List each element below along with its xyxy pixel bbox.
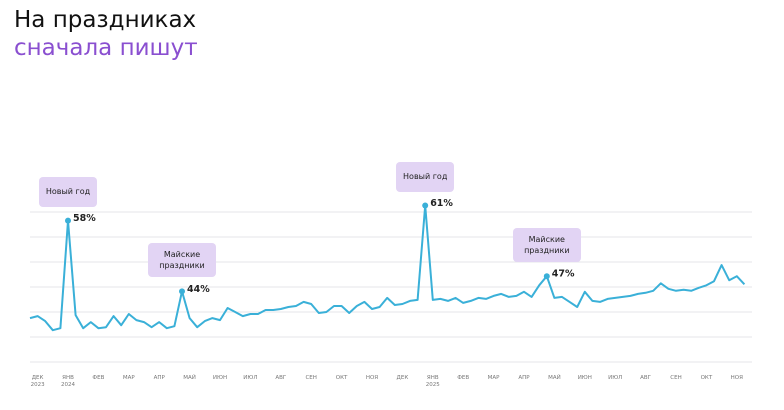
- x-tick-label: АВГ: [640, 375, 652, 381]
- x-tick-label: ИЮН: [212, 375, 228, 381]
- title: На праздниках: [14, 7, 197, 33]
- x-tick-label: НОЯ: [730, 375, 743, 381]
- x-tick-label: ФЕВ: [92, 375, 105, 381]
- x-tick-label: МАЙ: [548, 375, 561, 381]
- x-tick-label: ЯНВ 2024: [61, 375, 75, 388]
- x-tick-label: АПР: [153, 375, 165, 381]
- point: [422, 202, 429, 209]
- x-tick-label: МАР: [487, 375, 500, 381]
- subtitle: сначала пишут: [14, 35, 198, 61]
- value-label: 44%: [187, 284, 210, 295]
- x-tick-label: ИЮЛ: [608, 375, 623, 381]
- annotation: Майские праздники: [512, 228, 581, 263]
- x-tick-label: АПР: [518, 375, 530, 381]
- x-tick-label: ИЮЛ: [243, 375, 258, 381]
- x-tick-label: ФЕВ: [457, 375, 470, 381]
- x-tick-label: СЕН: [305, 375, 317, 381]
- annotation: Новый год: [396, 161, 455, 192]
- point: [543, 273, 550, 280]
- value-label: 47%: [552, 269, 575, 280]
- x-tick-label: ДЕК 2023: [30, 375, 45, 388]
- x-tick-label: МАР: [122, 375, 135, 381]
- grid: [30, 211, 752, 363]
- point: [65, 217, 71, 224]
- x-tick-label: ИЮН: [577, 375, 592, 381]
- line: [29, 204, 746, 332]
- x-tick-label: АВГ: [275, 375, 287, 381]
- x-tick-label: ЯНВ 2025: [425, 375, 440, 388]
- x-tick-label: ОКТ: [335, 375, 348, 381]
- x-tick-label: СЕН: [670, 375, 682, 381]
- value-label: 61%: [430, 198, 453, 209]
- x-tick-label: ОКТ: [700, 375, 713, 381]
- x-tick-label: ДЕК: [396, 375, 409, 381]
- annotation: Майские праздники: [148, 243, 216, 278]
- x-tick-label: МАЙ: [183, 375, 196, 381]
- annotation: Новый год: [39, 176, 97, 207]
- x-tick-label: НОЯ: [365, 375, 379, 381]
- point: [179, 288, 185, 295]
- value-label: 58%: [73, 213, 96, 224]
